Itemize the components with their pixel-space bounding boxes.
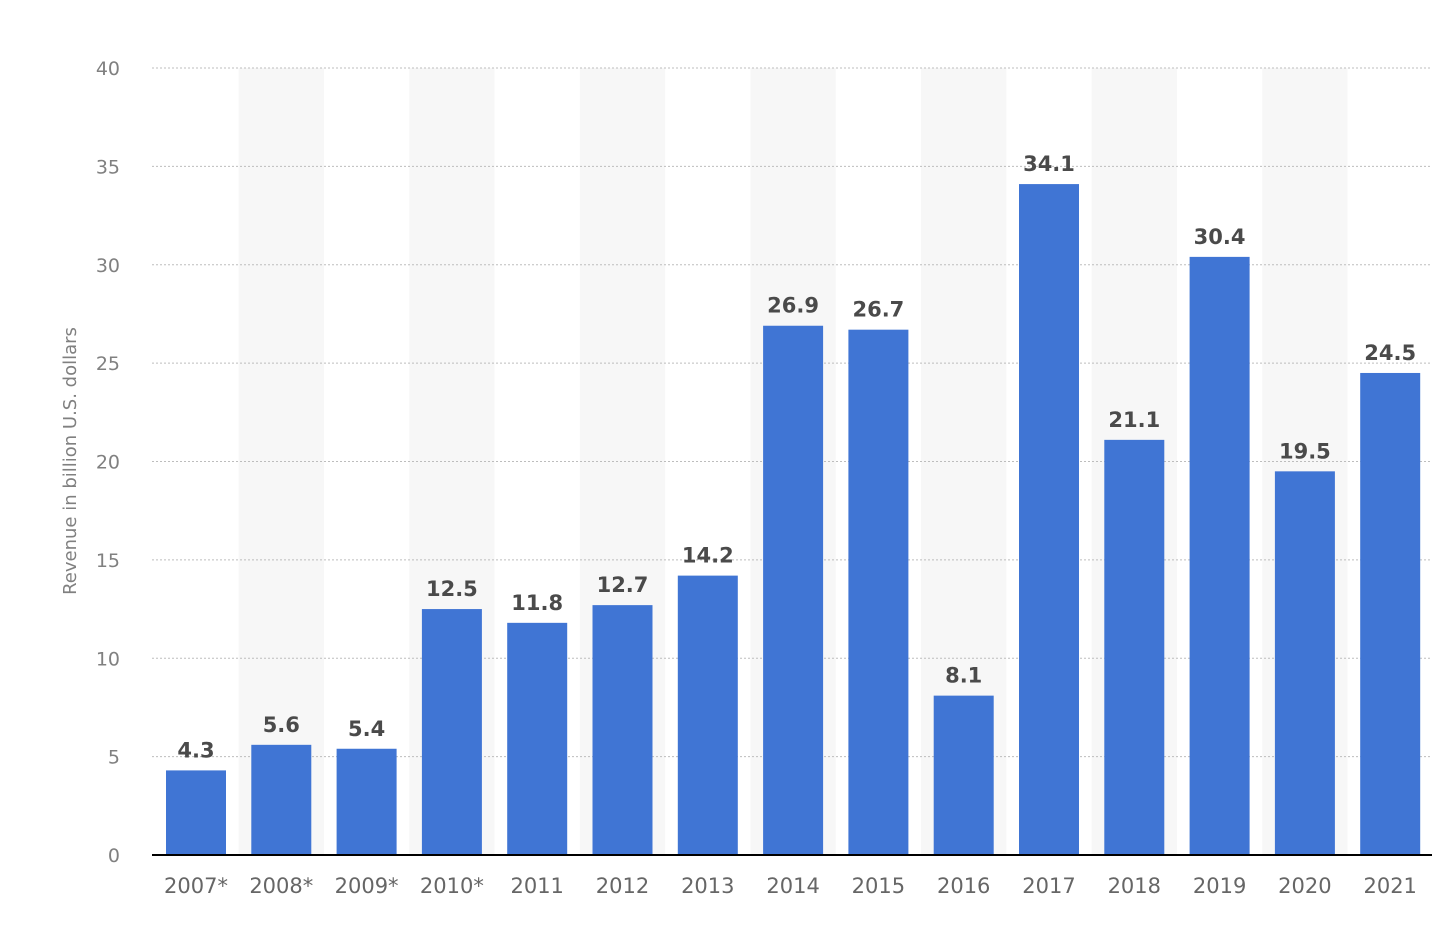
bar xyxy=(1189,256,1250,855)
x-tick-label: 2014 xyxy=(766,874,819,898)
x-tick-label: 2015 xyxy=(852,874,905,898)
bar xyxy=(507,622,568,855)
y-tick-label: 30 xyxy=(96,255,120,277)
x-tick-label: 2007* xyxy=(164,874,228,898)
y-tick-label: 25 xyxy=(96,353,120,375)
x-tick-label: 2012 xyxy=(596,874,649,898)
data-label: 14.2 xyxy=(682,544,734,568)
x-tick-label: 2009* xyxy=(335,874,399,898)
y-tick-label: 5 xyxy=(108,747,120,769)
y-tick-label: 20 xyxy=(96,452,120,474)
bar xyxy=(1104,439,1165,855)
bar xyxy=(592,605,653,855)
data-label: 24.5 xyxy=(1364,341,1416,365)
y-tick-label: 40 xyxy=(96,58,120,80)
x-tick-label: 2018 xyxy=(1108,874,1161,898)
bar xyxy=(677,575,738,855)
bar xyxy=(1360,372,1421,855)
x-tick-label: 2020 xyxy=(1278,874,1331,898)
bar xyxy=(421,609,482,855)
y-axis-ticks: 0 5 10 15 20 25 30 35 40 xyxy=(96,58,120,867)
data-label: 19.5 xyxy=(1279,439,1331,463)
bars xyxy=(166,184,1421,855)
x-tick-label: 2011 xyxy=(510,874,563,898)
y-tick-label: 15 xyxy=(96,550,120,572)
y-tick-label: 10 xyxy=(96,648,120,670)
data-label: 12.7 xyxy=(597,573,649,597)
x-tick-label: 2008* xyxy=(249,874,313,898)
bar xyxy=(848,329,909,855)
x-tick-label: 2013 xyxy=(681,874,734,898)
bar xyxy=(251,744,312,855)
bar xyxy=(1274,471,1335,855)
x-tick-label: 2019 xyxy=(1193,874,1246,898)
bar xyxy=(336,748,397,855)
data-label: 21.1 xyxy=(1108,408,1160,432)
bar xyxy=(166,770,226,855)
x-tick-label: 2016 xyxy=(937,874,990,898)
data-label: 8.1 xyxy=(945,664,982,688)
x-tick-label: 2017 xyxy=(1022,874,1075,898)
x-axis-ticks: 2007* 2008* 2009* 2010* 2011 2012 2013 2014 2015… xyxy=(164,874,1417,898)
data-label: 5.6 xyxy=(263,713,300,737)
data-label: 12.5 xyxy=(426,577,478,601)
x-tick-label: 2021 xyxy=(1363,874,1416,898)
data-label: 26.7 xyxy=(852,298,904,322)
data-label: 30.4 xyxy=(1194,225,1246,249)
data-label: 4.3 xyxy=(177,738,214,762)
bar xyxy=(1019,184,1079,855)
data-label: 5.4 xyxy=(348,717,385,741)
data-label: 34.1 xyxy=(1023,152,1075,176)
y-axis-title: Revenue in billion U.S. dollars xyxy=(60,327,81,595)
x-tick-label: 2010* xyxy=(420,874,484,898)
data-label: 11.8 xyxy=(511,591,563,615)
bar xyxy=(763,325,824,855)
y-tick-label: 0 xyxy=(108,845,120,867)
data-label: 26.9 xyxy=(767,294,819,318)
bar xyxy=(933,695,994,855)
data-labels: 4.3 5.6 5.4 12.5 11.8 12.7 14.2 26.9 26.7 8.1 34.1… xyxy=(177,152,1416,762)
y-tick-label: 35 xyxy=(96,156,120,178)
